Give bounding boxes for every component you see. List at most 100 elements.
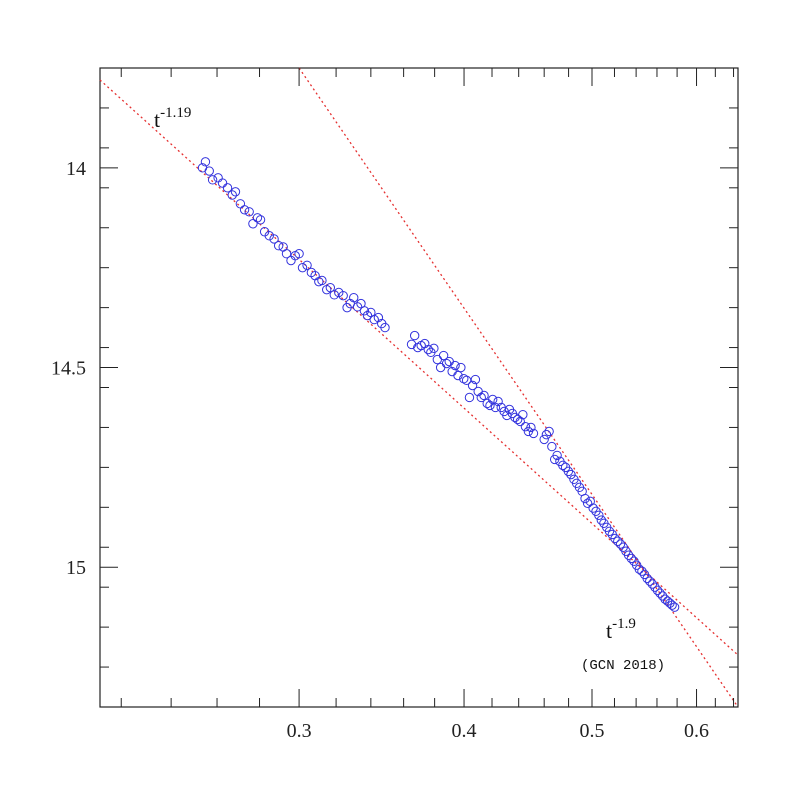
data-point — [482, 398, 492, 409]
data-point — [338, 290, 348, 301]
data-point — [252, 213, 263, 223]
data-point — [429, 343, 439, 354]
data-point — [610, 533, 620, 544]
data-point — [450, 360, 460, 371]
data-point — [432, 354, 443, 365]
y-tick-label: 14 — [66, 158, 86, 180]
data-point — [467, 380, 478, 391]
data-point — [647, 579, 658, 589]
data-point — [459, 374, 469, 384]
data-point — [588, 503, 598, 513]
data-point — [594, 510, 604, 520]
data-point — [373, 312, 384, 323]
data-point — [207, 175, 218, 185]
data-point — [637, 566, 647, 576]
plot-border — [99, 67, 739, 708]
data-point — [604, 526, 615, 536]
data-point — [563, 466, 574, 477]
data-point — [453, 370, 463, 381]
x-axis: 0.3 0.4 0.5 0.6 — [120, 68, 735, 742]
data-point — [325, 282, 336, 293]
data-point — [490, 402, 501, 413]
data-point — [623, 550, 634, 560]
x-tick-label: 0.6 — [684, 720, 709, 742]
fit-label-late: t-1.9 — [606, 616, 636, 643]
fit-reference-label: (GCN 2018) — [581, 658, 665, 674]
data-point — [650, 582, 660, 592]
data-point — [222, 183, 233, 193]
data-point — [406, 339, 417, 350]
data-point — [669, 602, 680, 612]
data-point — [362, 310, 373, 321]
y-tick-label: 14.5 — [51, 358, 86, 380]
data-point — [297, 262, 308, 273]
data-point — [645, 576, 655, 586]
data-point — [273, 241, 284, 251]
data-point — [470, 374, 481, 385]
data-point — [213, 173, 223, 183]
data-point — [230, 187, 241, 197]
data-point — [652, 585, 663, 596]
fit-line-2 — [298, 67, 739, 708]
data-point — [596, 515, 607, 525]
data-point — [615, 539, 626, 549]
data-point — [235, 199, 246, 209]
data-point — [634, 564, 644, 574]
data-point — [255, 215, 266, 225]
data-point — [317, 275, 327, 286]
data-point — [476, 392, 486, 403]
data-point — [667, 600, 677, 610]
data-point — [515, 416, 525, 427]
data-point — [227, 190, 237, 200]
plot-frame — [99, 67, 739, 708]
data-point — [582, 498, 593, 509]
data-point — [566, 469, 576, 480]
data-point — [217, 178, 228, 188]
data-point — [200, 157, 211, 167]
data-point — [329, 290, 339, 300]
data-point — [204, 166, 214, 176]
y-axis: 14 14.5 15 — [51, 67, 738, 708]
data-point — [552, 450, 562, 461]
data-point — [435, 362, 446, 373]
data-point — [302, 260, 312, 270]
data-point — [547, 441, 557, 452]
fit-line-1 — [99, 79, 739, 656]
data-point — [359, 306, 370, 316]
data-point — [485, 400, 495, 411]
data-point — [657, 591, 668, 601]
data-point — [441, 358, 452, 369]
data-point — [248, 219, 258, 229]
data-point — [655, 588, 665, 598]
fit-lines — [99, 67, 739, 708]
data-point — [456, 362, 466, 373]
x-tick-label: 0.3 — [287, 720, 312, 742]
data-point — [642, 573, 652, 584]
y-tick-label: 15 — [66, 557, 86, 579]
data-point — [558, 460, 568, 471]
data-point — [541, 429, 552, 440]
data-point — [493, 396, 503, 407]
data-point — [239, 205, 250, 215]
data-point — [526, 422, 536, 433]
data-point — [528, 428, 539, 439]
data-point — [438, 350, 449, 361]
data-point — [464, 392, 475, 403]
data-point — [369, 314, 379, 325]
data-point — [352, 302, 363, 312]
data-points — [197, 157, 680, 612]
data-point — [544, 426, 554, 437]
data-point — [580, 493, 590, 504]
data-point — [626, 553, 637, 564]
data-point — [294, 249, 304, 259]
data-point — [380, 322, 390, 333]
data-point — [512, 414, 523, 425]
data-point — [409, 330, 420, 341]
data-point — [444, 356, 454, 367]
data-point — [269, 234, 279, 244]
x-tick-label: 0.4 — [452, 720, 477, 742]
data-point — [479, 390, 489, 401]
fit-label-early: t-1.19 — [154, 105, 191, 132]
data-point — [281, 249, 292, 259]
